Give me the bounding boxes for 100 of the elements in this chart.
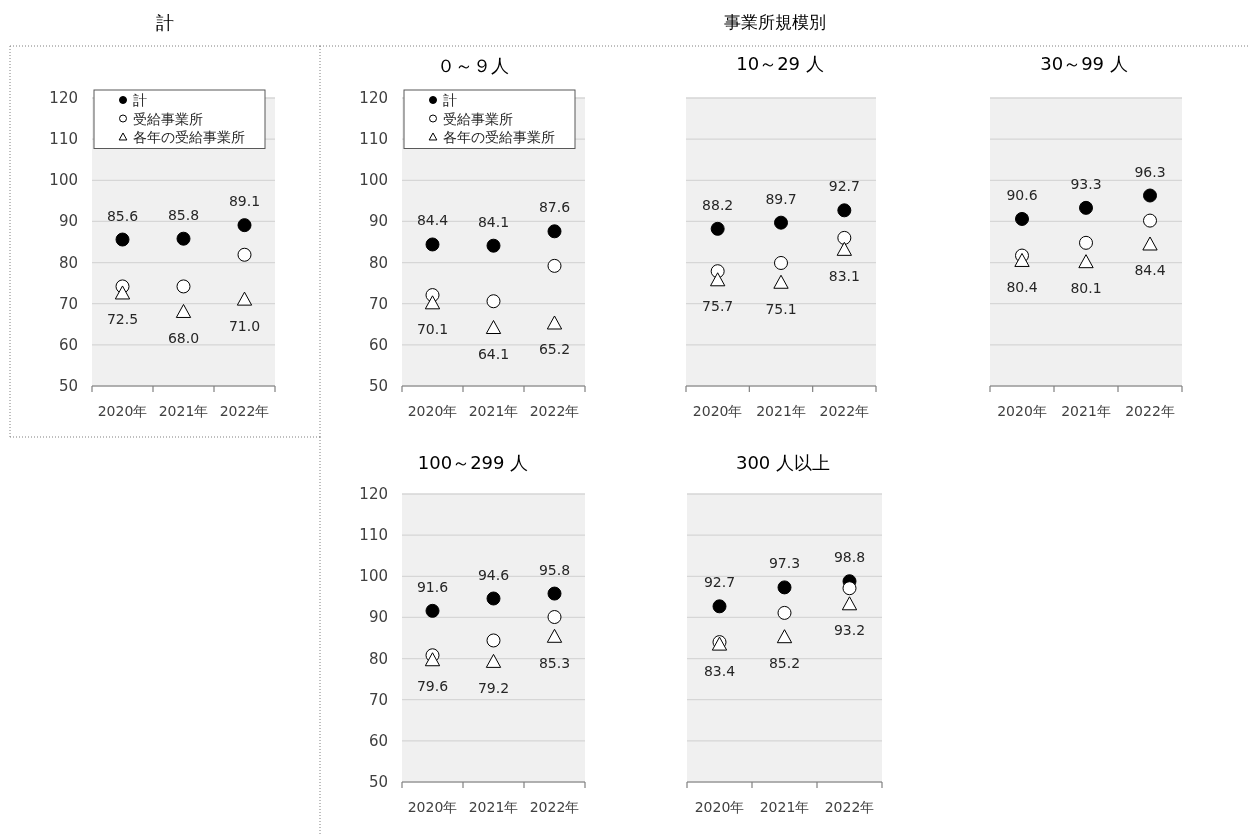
x-tick-label: 2020年 [407, 799, 458, 815]
point [486, 591, 501, 606]
data-label: 94.6 [477, 566, 510, 583]
point [776, 629, 793, 644]
chart-title: 30～99 人 [1040, 52, 1128, 74]
point [1143, 213, 1157, 228]
y-tick-label: 120 [359, 89, 388, 107]
x-tick-label: 2020年 [694, 799, 745, 815]
x-tick-label: 2022年 [529, 799, 580, 815]
data-label: 75.7 [702, 298, 734, 315]
data-label: 83.1 [828, 267, 860, 284]
point [114, 285, 131, 300]
point [176, 279, 191, 294]
x-tick-label: 2020年 [997, 403, 1047, 419]
data-label: 83.4 [703, 662, 736, 679]
data-label: 85.6 [106, 207, 139, 224]
data-label: 85.3 [538, 654, 571, 671]
point [710, 221, 725, 236]
point [486, 294, 501, 309]
x-tick-label: 2020年 [692, 403, 743, 419]
legend-label: 受給事業所 [133, 110, 203, 127]
point [710, 272, 726, 287]
y-tick-label: 110 [49, 130, 78, 149]
y-tick-label: 80 [58, 253, 78, 272]
y-tick-label: 80 [368, 253, 388, 272]
data-label: 79.6 [416, 678, 449, 695]
x-tick-label: 2021年 [756, 403, 806, 419]
data-label: 72.5 [106, 311, 139, 328]
data-label: 96.3 [1134, 163, 1166, 180]
point [485, 653, 502, 668]
y-tick-label: 80 [368, 649, 388, 668]
point [1079, 200, 1093, 215]
point [547, 258, 562, 273]
point [424, 295, 441, 310]
chart-title: ０～９人 [437, 54, 509, 76]
legend-label: 受給事業所 [443, 110, 513, 127]
data-label: 98.8 [833, 549, 866, 566]
point [774, 255, 788, 270]
legend-label: 計 [133, 92, 147, 108]
point [546, 315, 563, 330]
point [842, 581, 857, 596]
x-tick-label: 2020年 [407, 403, 458, 419]
point [1143, 188, 1157, 203]
point [547, 586, 562, 601]
y-tick-label: 70 [368, 690, 388, 709]
data-label: 95.8 [538, 561, 571, 578]
point [1015, 211, 1029, 226]
x-tick-label: 2021年 [158, 403, 209, 419]
x-tick-label: 2022年 [219, 403, 270, 419]
point [176, 231, 191, 246]
point [115, 232, 130, 247]
point [777, 580, 792, 595]
legend-label: 各年の受給事業所 [133, 129, 245, 145]
data-label: 68.0 [167, 329, 200, 346]
point [175, 303, 192, 318]
y-tick-label: 110 [359, 130, 388, 149]
data-label: 92.7 [703, 574, 736, 591]
point [837, 203, 852, 218]
data-label: 84.1 [477, 213, 510, 230]
y-tick-label: 50 [368, 773, 388, 791]
data-label: 93.3 [1070, 175, 1102, 192]
data-label: 70.1 [416, 321, 449, 338]
y-tick-label: 90 [58, 212, 78, 231]
x-tick-label: 2021年 [759, 799, 810, 815]
point [836, 241, 852, 256]
point [425, 603, 440, 618]
y-tick-label: 70 [58, 294, 78, 313]
y-tick-label: 120 [49, 89, 78, 107]
point [546, 628, 563, 643]
point [485, 320, 502, 335]
x-tick-label: 2022年 [824, 799, 875, 815]
data-label: 80.4 [1006, 278, 1038, 295]
point [837, 230, 852, 245]
point [773, 274, 789, 289]
data-label: 92.7 [828, 178, 860, 195]
data-label: 80.1 [1070, 280, 1102, 297]
data-label: 84.4 [1134, 262, 1166, 279]
data-label: 93.2 [833, 622, 866, 639]
y-tick-label: 90 [368, 608, 388, 627]
data-label: 90.6 [1006, 186, 1038, 203]
point [1079, 235, 1093, 250]
y-tick-label: 100 [49, 171, 78, 190]
data-label: 75.1 [765, 300, 797, 317]
x-tick-label: 2021年 [468, 799, 519, 815]
point [774, 215, 788, 230]
point [841, 596, 858, 611]
point [237, 218, 252, 233]
y-tick-label: 50 [368, 377, 388, 395]
data-label: 64.1 [477, 345, 510, 362]
point [486, 238, 501, 253]
data-label: 89.1 [228, 193, 261, 210]
text: 事業所規模別 [724, 12, 826, 32]
legend-label: 各年の受給事業所 [443, 129, 555, 145]
data-label: 85.8 [167, 206, 200, 223]
chart-title: 100～299 人 [417, 451, 529, 473]
data-label: 65.2 [538, 341, 571, 358]
chart-title: 計 [156, 11, 174, 33]
data-label: 79.2 [477, 679, 510, 696]
x-tick-label: 2022年 [529, 403, 580, 419]
point [236, 291, 253, 306]
